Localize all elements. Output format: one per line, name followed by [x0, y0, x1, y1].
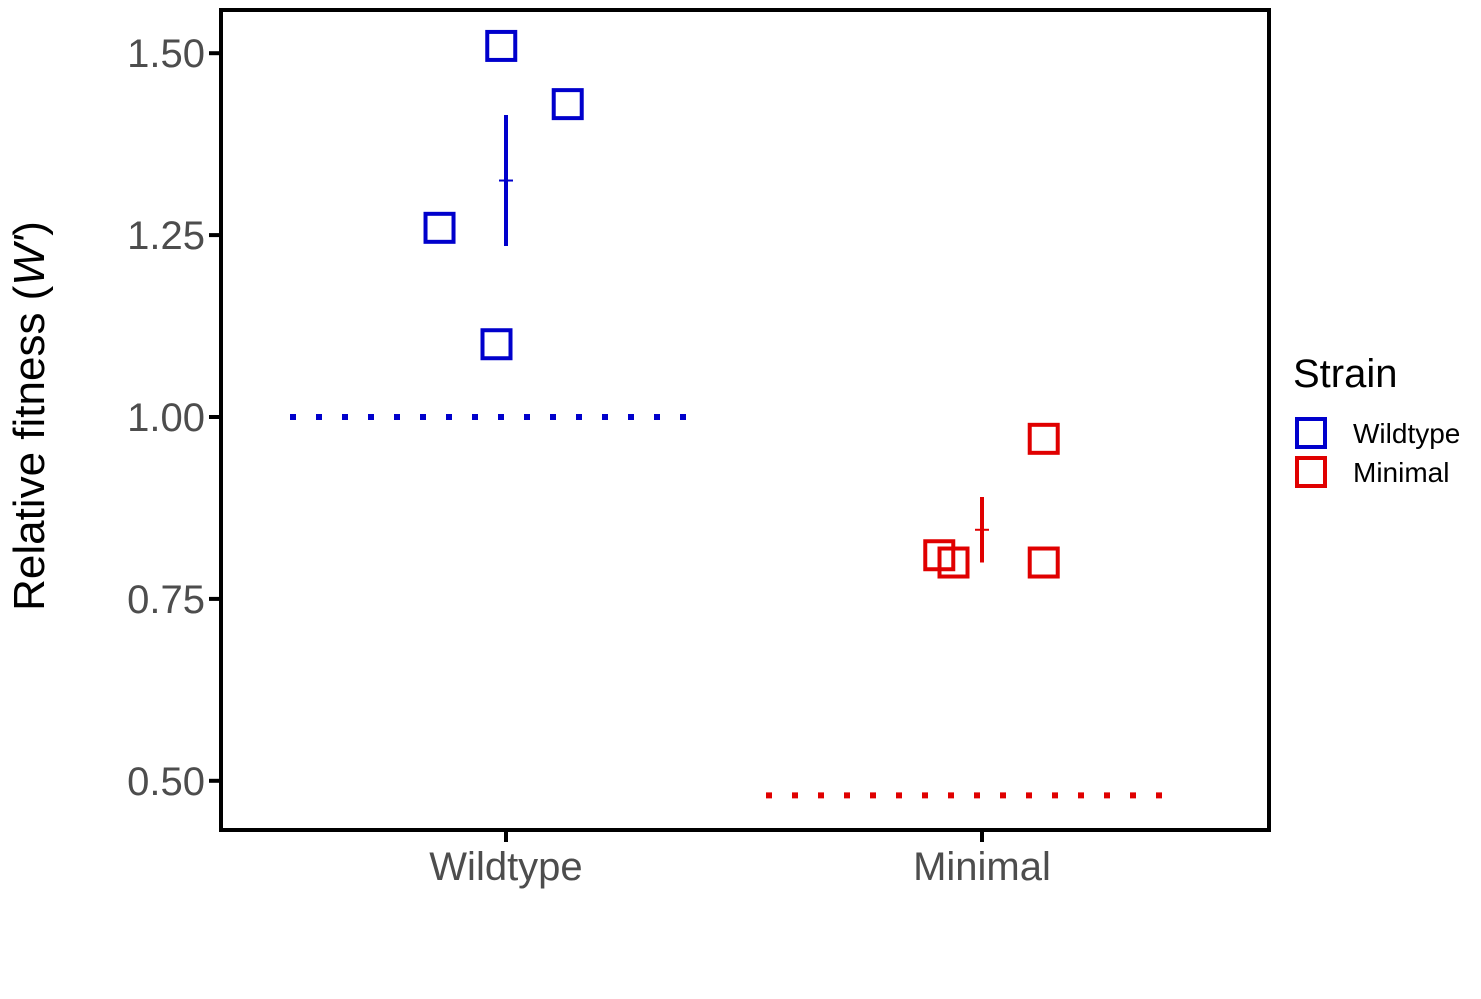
- y-tick-label: 1.50: [127, 32, 205, 76]
- x-tick-label: Wildtype: [429, 845, 582, 889]
- data-point-minimal: [937, 546, 970, 579]
- legend: Strain Wildtype Minimal: [1293, 352, 1460, 488]
- data-point-minimal: [1027, 546, 1060, 579]
- legend-label: Minimal: [1353, 457, 1449, 488]
- y-axis-title-suffix: ): [5, 221, 54, 236]
- error-bars: [499, 115, 989, 563]
- y-tick-label: 1.00: [127, 396, 205, 440]
- y-tick-label: 0.50: [127, 760, 205, 804]
- legend-title: Strain: [1293, 352, 1398, 396]
- data-points: [423, 29, 1060, 579]
- x-axis: Wildtype Minimal: [429, 830, 1051, 889]
- y-tick-label: 0.75: [127, 578, 205, 622]
- y-axis-title: Relative fitness (W'): [5, 221, 54, 611]
- y-axis: 1.50 1.25 1.00 0.75 0.50: [127, 32, 221, 804]
- reference-lines: [290, 414, 1182, 799]
- y-axis-title-prefix: Relative fitness (: [5, 285, 54, 611]
- data-point-wildtype: [551, 88, 584, 121]
- plot-panel: [219, 8, 1271, 832]
- data-point-wildtype: [423, 211, 456, 244]
- y-axis-title-italic: W': [5, 234, 54, 286]
- y-tick-label: 1.25: [127, 214, 205, 258]
- data-point-wildtype: [480, 328, 513, 361]
- data-point-wildtype: [485, 29, 518, 62]
- legend-label: Wildtype: [1353, 418, 1460, 449]
- legend-key-minimal: [1295, 456, 1327, 488]
- legend-key-wildtype: [1295, 417, 1327, 449]
- data-point-minimal: [1027, 422, 1060, 455]
- x-tick-label: Minimal: [913, 845, 1051, 889]
